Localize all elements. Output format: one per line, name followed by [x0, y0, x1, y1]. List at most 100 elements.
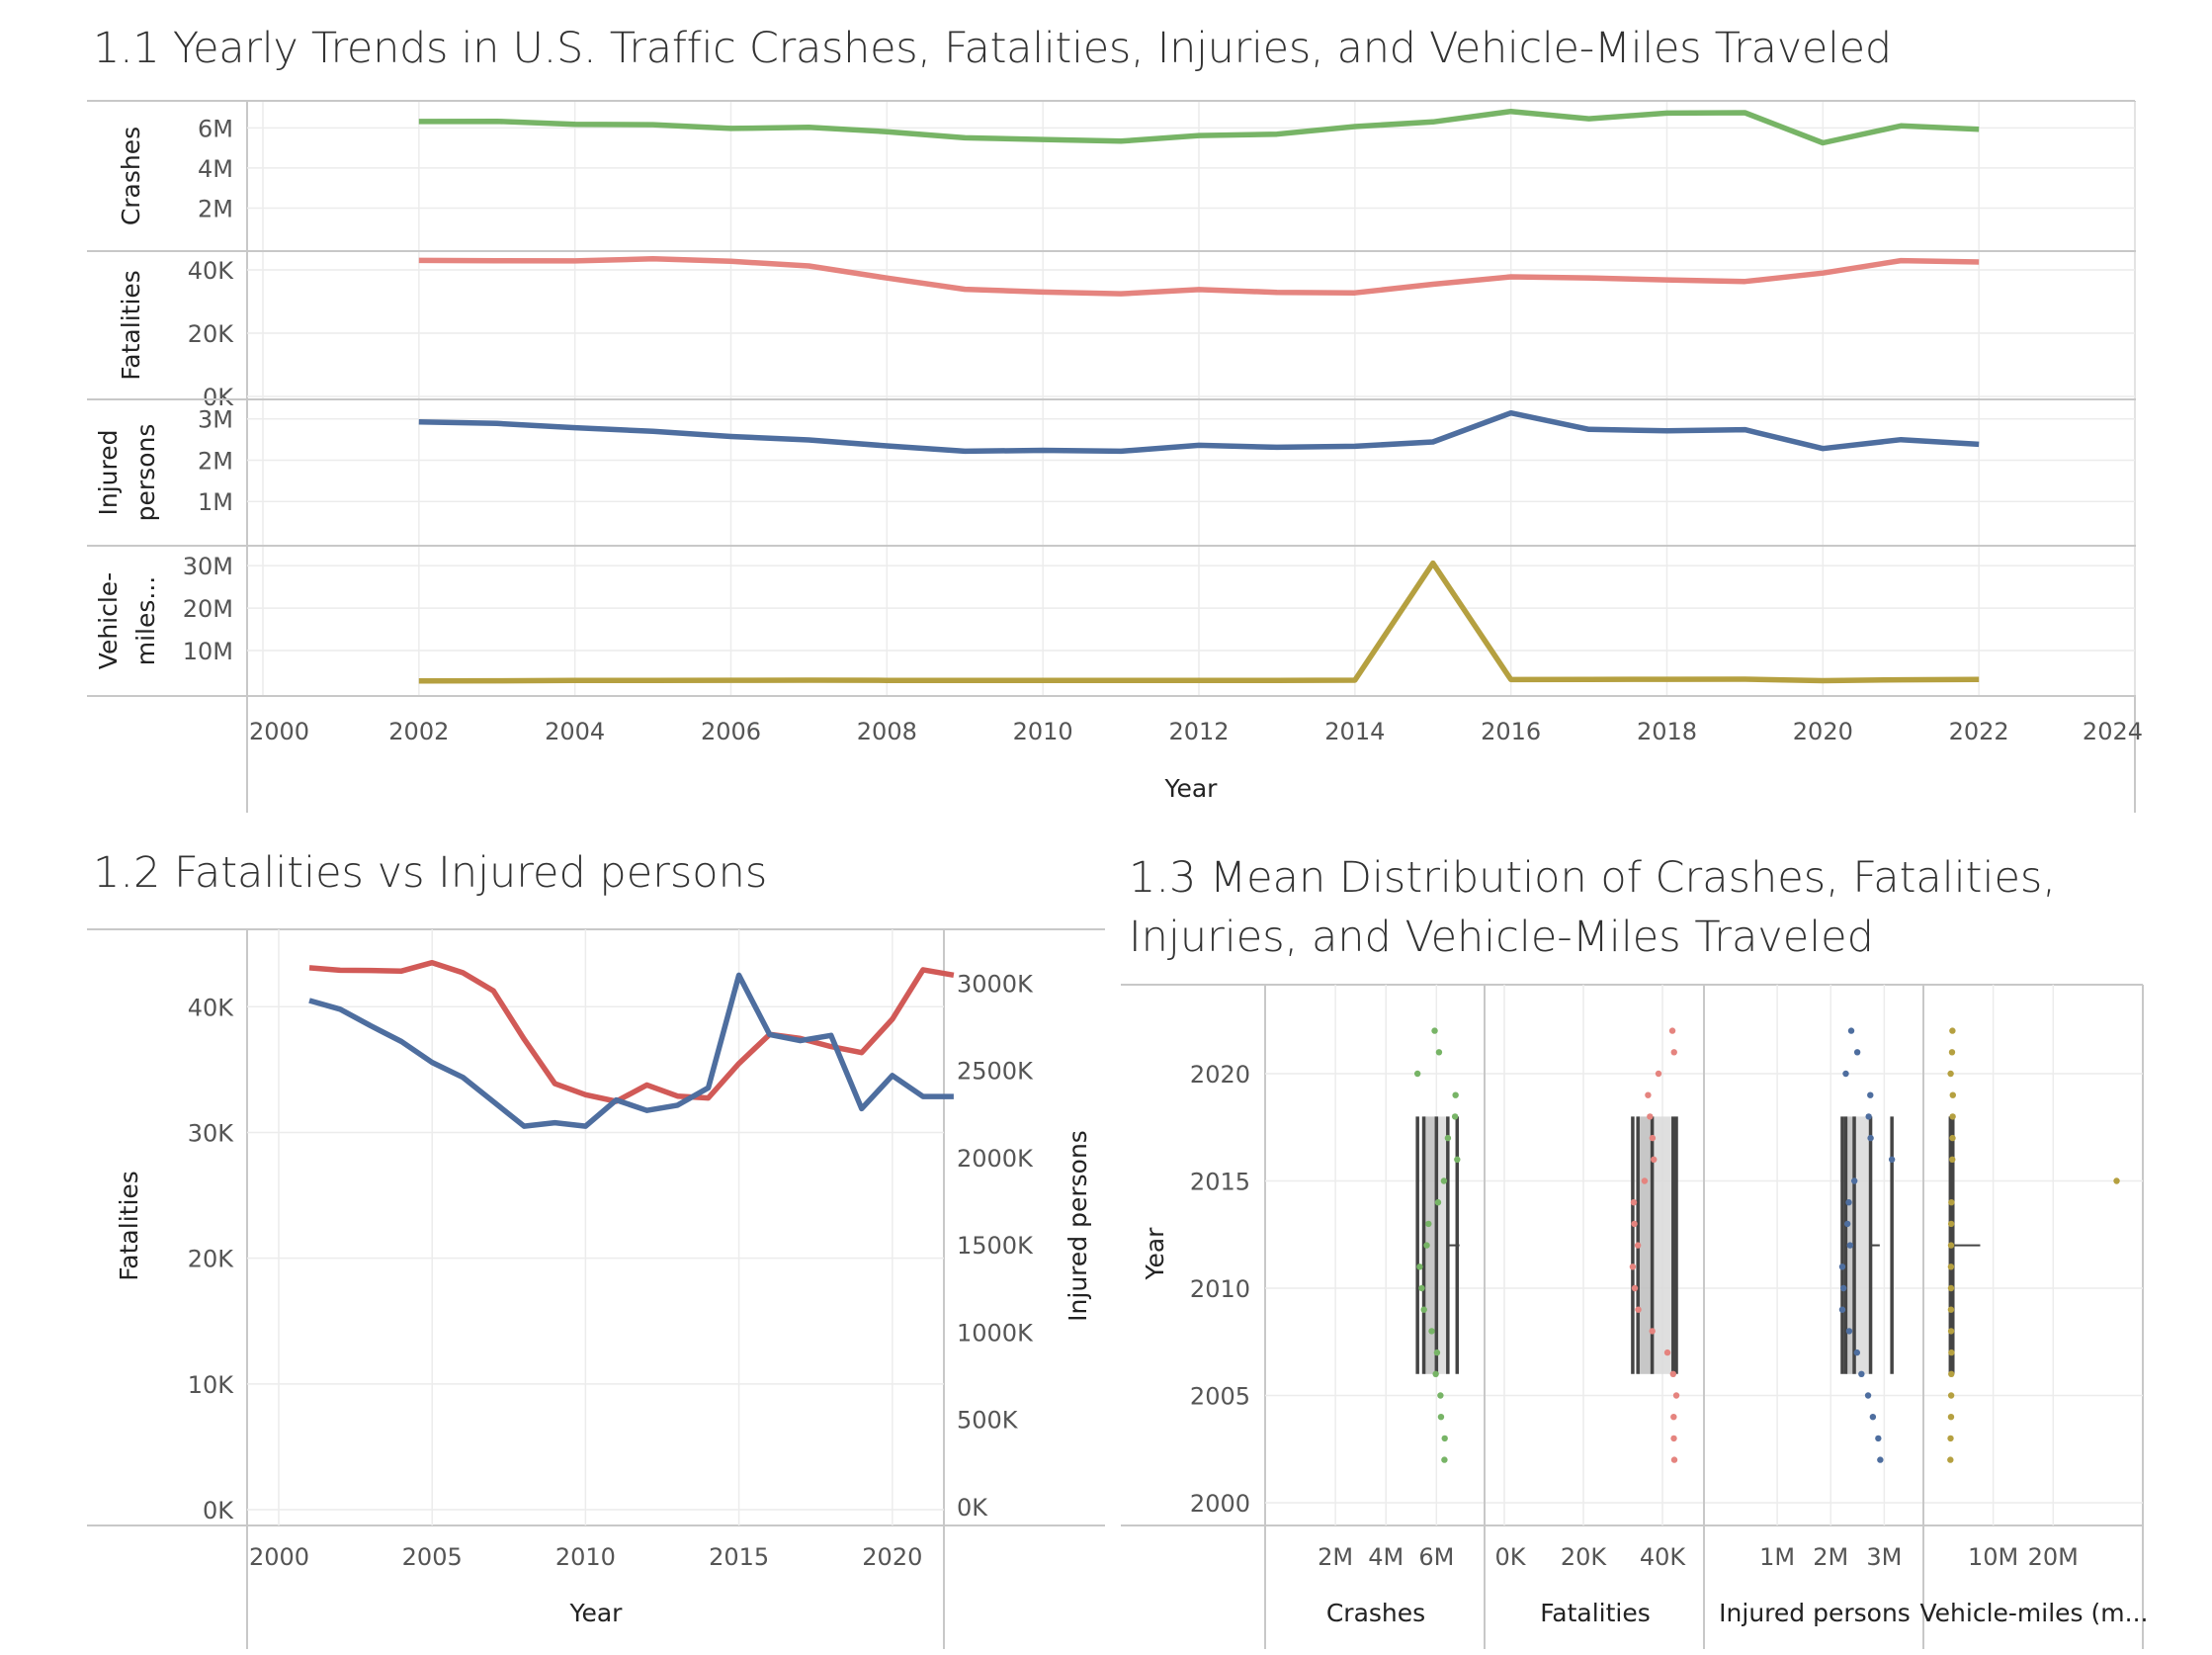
chart-title-1-1: 1.1 Yearly Trends in U.S. Traffic Crashe… [93, 24, 1892, 73]
data-point [1416, 1263, 1423, 1270]
x-tick-label: 3M [1866, 1543, 1902, 1571]
x-tick-label: 2020 [1793, 718, 1853, 745]
x-tick-label: 2010 [555, 1543, 616, 1571]
data-point [1949, 1113, 1956, 1120]
x-tick-label: 2000 [249, 718, 309, 745]
data-point [1434, 1199, 1442, 1206]
data-point [1435, 1049, 1443, 1056]
x-tick-label: 2016 [1481, 718, 1541, 745]
data-point [1865, 1113, 1872, 1120]
data-point [1842, 1070, 1849, 1078]
y-tick-label: 2000 [1190, 1490, 1250, 1518]
y-axis-title-line: persons [131, 424, 160, 522]
data-point [1948, 1049, 1956, 1056]
y-tick-label-left: 10K [188, 1371, 235, 1399]
y-tick-label-left: 20K [188, 1246, 235, 1273]
panel-title: Fatalities [1540, 1599, 1651, 1627]
data-point [1853, 1049, 1861, 1056]
data-point [1440, 1177, 1448, 1184]
x-tick-label: 2006 [701, 718, 761, 745]
y-tick-label-right: 0K [957, 1494, 988, 1522]
y-tick-label: 2M [198, 447, 233, 475]
x-tick-label: 2012 [1168, 718, 1229, 745]
y-axis-title-line: miles... [131, 576, 160, 666]
data-point [1645, 1091, 1652, 1098]
data-point [1947, 1435, 1954, 1442]
data-point [1838, 1263, 1846, 1270]
data-point [1948, 1349, 1955, 1356]
x-tick-label: 0K [1494, 1543, 1526, 1571]
data-point [1947, 1220, 1955, 1228]
data-point [1444, 1134, 1452, 1142]
panel-title: Injured persons [1719, 1599, 1911, 1627]
y-tick-label-right: 500K [957, 1407, 1019, 1435]
panel-title: Vehicle-miles (m... [1920, 1599, 2149, 1627]
data-point [1948, 1370, 1955, 1378]
y-tick-label: 10M [183, 638, 233, 665]
data-point [1649, 1134, 1657, 1142]
x-tick-label: 10M [1968, 1543, 2018, 1571]
data-point [1441, 1456, 1448, 1463]
data-point [1441, 1435, 1448, 1442]
data-point [1418, 1284, 1425, 1292]
data-point [1649, 1328, 1656, 1335]
y-axis-title: Year [1141, 1227, 1169, 1281]
y-tick-label: 20K [188, 320, 235, 348]
box-upper [1854, 1116, 1871, 1374]
y-tick-label: 2015 [1190, 1169, 1250, 1196]
y-tick-label-left: 30K [188, 1119, 235, 1147]
data-point [1425, 1220, 1432, 1228]
series-line-vehicle-miles- [418, 560, 1980, 684]
series-line-crashes [418, 108, 1980, 146]
data-point [1949, 1027, 1956, 1034]
chart-title-1-2: 1.2 Fatalities vs Injured persons [93, 848, 768, 898]
x-tick-label: 2000 [249, 1543, 309, 1571]
box-upper [1652, 1116, 1673, 1374]
y-tick-label: 30M [183, 553, 233, 580]
data-point [1947, 1070, 1954, 1078]
x-tick-label: 2018 [1637, 718, 1697, 745]
data-point [1947, 1414, 1955, 1421]
y-axis-title-right: Injured persons [1063, 1130, 1092, 1322]
data-point [1947, 1263, 1955, 1270]
data-point [1843, 1220, 1851, 1228]
y-axis-title: Crashes [117, 127, 145, 225]
data-point [1869, 1414, 1877, 1421]
data-point [1838, 1306, 1846, 1313]
y-tick-label-right: 2000K [957, 1145, 1034, 1173]
x-tick-label: 20K [1561, 1543, 1608, 1571]
data-point [1454, 1156, 1461, 1164]
series-line-fatalities [308, 959, 955, 1104]
x-tick-label: 2M [1813, 1543, 1848, 1571]
data-point [1947, 1306, 1955, 1313]
data-point [1452, 1091, 1459, 1098]
x-tick-label: 1M [1759, 1543, 1795, 1571]
y-tick-label: 20M [183, 595, 233, 623]
x-tick-label: 2005 [402, 1543, 463, 1571]
y-tick-label-right: 3000K [957, 970, 1034, 998]
x-tick-label: 2015 [709, 1543, 769, 1571]
x-axis-title: Year [569, 1599, 624, 1627]
y-tick-label-right: 1000K [957, 1319, 1034, 1347]
y-axis-title: Vehicle-miles... [94, 572, 160, 669]
x-tick-label: 6M [1418, 1543, 1454, 1571]
data-point [1413, 1070, 1421, 1078]
data-point [1948, 1199, 1955, 1206]
data-point [1949, 1156, 1956, 1164]
data-point [1655, 1070, 1662, 1078]
y-tick-label: 2010 [1190, 1275, 1250, 1303]
y-axis-title-left: Fatalities [115, 1171, 143, 1281]
data-point [1634, 1242, 1642, 1249]
data-point [1630, 1199, 1638, 1206]
y-tick-label: 40K [188, 257, 235, 285]
data-point [1947, 1284, 1955, 1292]
data-point [1635, 1306, 1642, 1313]
y-axis-title: Injured persons [94, 424, 160, 522]
y-tick-label: 1M [198, 488, 233, 516]
x-tick-label: 2020 [862, 1543, 922, 1571]
data-point [1853, 1349, 1861, 1356]
data-point [1672, 1392, 1680, 1399]
